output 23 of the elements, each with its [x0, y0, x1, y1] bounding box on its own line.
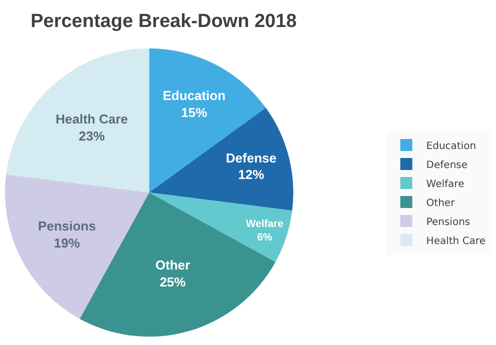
- data-label: 6%: [257, 232, 272, 244]
- slice-label: Education: [162, 88, 226, 104]
- data-label: 12%: [238, 167, 265, 182]
- data-label: 23%: [78, 128, 106, 144]
- legend-label: Health Care: [426, 236, 486, 247]
- slice-label: Defense: [226, 150, 276, 166]
- legend-label: Other: [426, 198, 456, 209]
- pie-slice: [5, 174, 150, 319]
- data-label: 25%: [160, 274, 186, 290]
- legend-label: Defense: [426, 160, 468, 171]
- pie-slice: [149, 108, 294, 211]
- pie-slice: [149, 192, 292, 262]
- legend-label: Education: [426, 140, 476, 152]
- pie-slice: [6, 48, 150, 192]
- chart-title: Percentage Break-Down 2018: [30, 11, 297, 32]
- legend-label: Welfare: [426, 178, 464, 190]
- slice-label: Welfare: [246, 218, 284, 230]
- slice-label: Other: [155, 258, 190, 273]
- slice-label: Pensions: [38, 218, 96, 234]
- slice-label: Health Care: [56, 111, 128, 126]
- data-label: 15%: [181, 105, 208, 120]
- data-label: 19%: [54, 235, 80, 250]
- legend-label: Pensions: [426, 216, 470, 228]
